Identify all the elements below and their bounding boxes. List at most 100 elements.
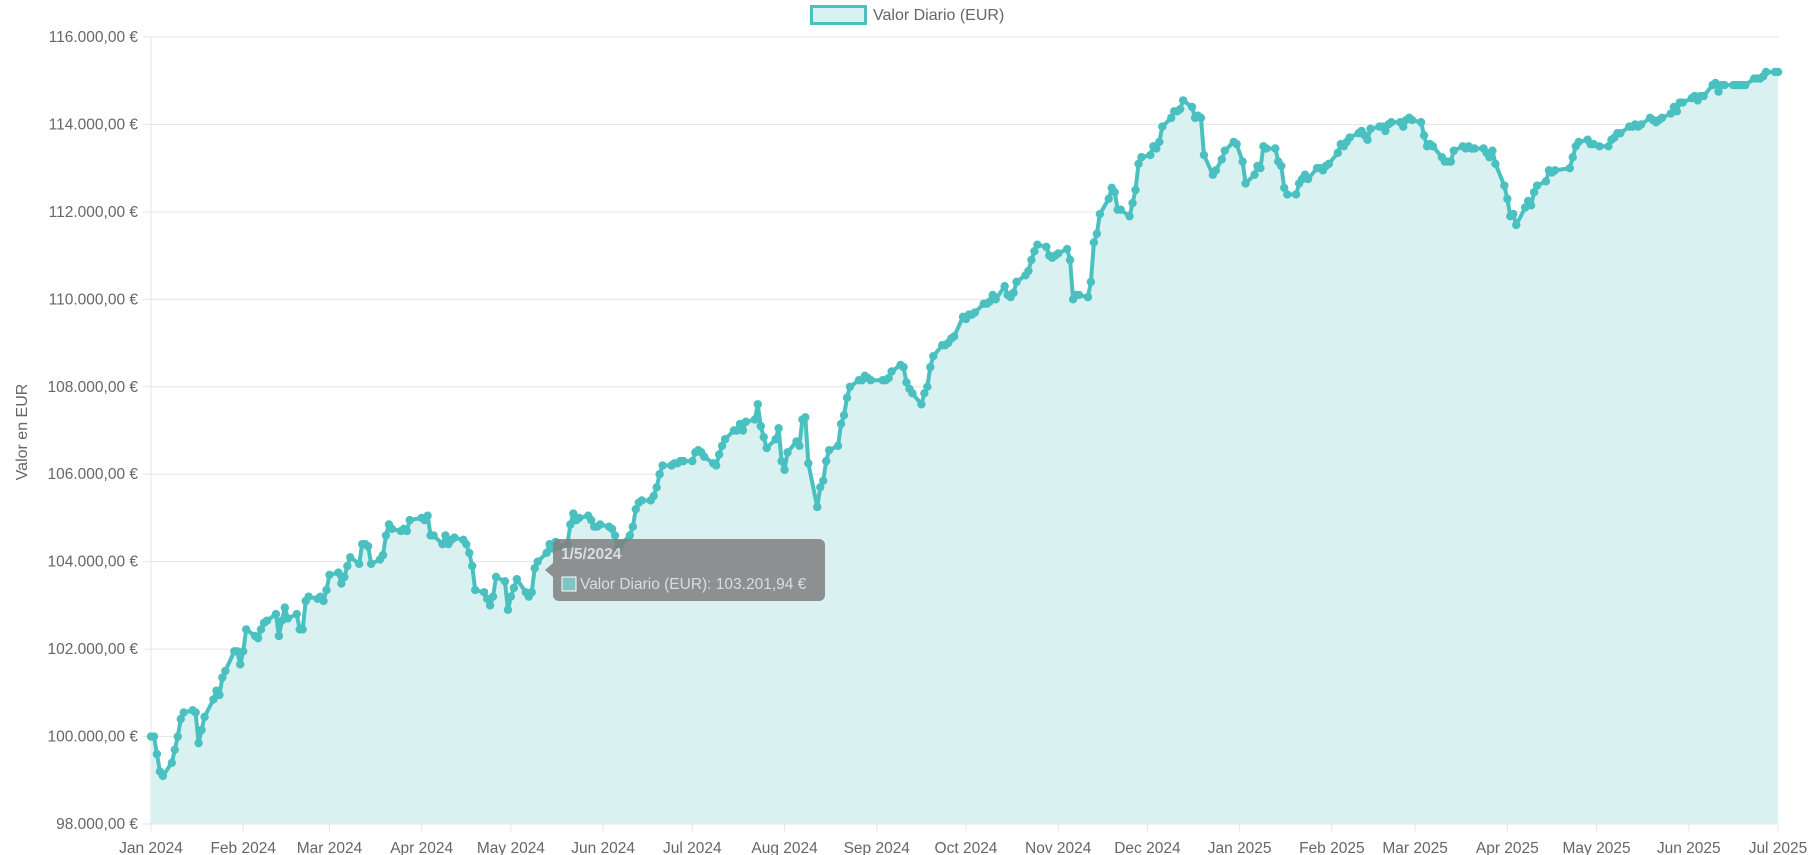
data-point[interactable]	[176, 714, 185, 724]
data-point[interactable]	[334, 568, 343, 577]
data-point[interactable]	[253, 633, 263, 643]
data-point[interactable]	[1720, 80, 1729, 90]
data-point[interactable]	[1283, 190, 1292, 199]
data-point[interactable]	[1232, 139, 1241, 149]
data-point[interactable]	[610, 531, 620, 540]
data-point[interactable]	[292, 609, 301, 619]
data-point[interactable]	[783, 448, 792, 457]
data-point[interactable]	[506, 592, 516, 601]
data-point[interactable]	[923, 382, 932, 391]
data-point[interactable]	[771, 435, 780, 444]
data-point[interactable]	[732, 426, 742, 435]
data-point[interactable]	[824, 445, 834, 455]
data-point[interactable]	[450, 533, 459, 542]
data-point[interactable]	[1565, 163, 1574, 173]
data-point[interactable]	[759, 432, 768, 442]
data-point[interactable]	[1470, 144, 1479, 153]
data-point[interactable]	[1387, 118, 1396, 127]
data-point[interactable]	[512, 574, 522, 584]
data-point[interactable]	[488, 592, 498, 601]
data-point[interactable]	[429, 531, 438, 540]
data-point[interactable]	[1428, 142, 1438, 151]
data-point[interactable]	[325, 570, 334, 579]
data-point[interactable]	[658, 461, 667, 470]
data-point[interactable]	[1485, 153, 1494, 162]
data-point[interactable]	[274, 631, 284, 641]
data-point[interactable]	[1092, 229, 1102, 238]
data-point[interactable]	[405, 515, 414, 525]
data-point[interactable]	[1604, 142, 1613, 151]
data-point[interactable]	[304, 592, 313, 601]
data-point[interactable]	[1220, 146, 1229, 155]
data-point[interactable]	[173, 732, 182, 741]
data-point[interactable]	[340, 572, 349, 582]
data-point[interactable]	[649, 491, 658, 501]
data-point[interactable]	[1250, 170, 1259, 179]
data-point[interactable]	[738, 426, 748, 435]
data-point[interactable]	[1033, 240, 1042, 249]
data-point[interactable]	[1491, 159, 1500, 168]
data-point[interactable]	[833, 441, 843, 451]
data-point[interactable]	[1366, 124, 1375, 134]
data-point[interactable]	[970, 308, 980, 317]
data-point[interactable]	[1446, 157, 1456, 166]
data-point[interactable]	[628, 522, 638, 531]
data-point[interactable]	[917, 400, 926, 409]
data-point[interactable]	[441, 531, 450, 540]
data-point[interactable]	[241, 625, 251, 634]
data-point[interactable]	[839, 410, 849, 420]
data-point[interactable]	[479, 588, 489, 597]
data-point[interactable]	[1086, 277, 1096, 287]
data-point[interactable]	[366, 559, 376, 569]
data-point[interactable]	[1262, 144, 1271, 153]
data-point[interactable]	[813, 502, 822, 512]
data-point[interactable]	[711, 461, 721, 470]
data-point[interactable]	[542, 548, 551, 558]
data-point[interactable]	[1280, 183, 1289, 193]
data-point[interactable]	[533, 557, 542, 566]
data-point[interactable]	[256, 625, 266, 634]
data-point[interactable]	[1500, 181, 1509, 190]
data-point[interactable]	[587, 515, 596, 525]
data-point[interactable]	[816, 483, 825, 492]
data-point[interactable]	[575, 513, 584, 523]
data-point[interactable]	[1699, 91, 1708, 101]
data-point[interactable]	[750, 415, 760, 424]
data-point[interactable]	[200, 712, 209, 722]
legend-label-valor-diario[interactable]: Valor Diario (EUR)	[873, 7, 1004, 24]
data-point[interactable]	[1030, 247, 1039, 256]
data-point[interactable]	[920, 389, 929, 398]
data-point[interactable]	[283, 614, 293, 623]
data-point[interactable]	[774, 424, 783, 433]
data-point[interactable]	[929, 351, 938, 361]
data-point[interactable]	[1333, 148, 1342, 158]
data-point[interactable]	[197, 725, 206, 735]
data-point[interactable]	[438, 539, 447, 549]
data-point[interactable]	[1131, 185, 1140, 195]
data-point[interactable]	[1238, 157, 1247, 166]
data-point[interactable]	[149, 732, 159, 741]
data-point[interactable]	[233, 647, 242, 656]
data-point[interactable]	[1065, 255, 1075, 265]
data-point[interactable]	[1291, 190, 1301, 199]
data-point[interactable]	[1550, 166, 1560, 175]
data-point[interactable]	[423, 511, 432, 520]
data-point[interactable]	[842, 393, 852, 402]
data-point[interactable]	[700, 452, 709, 461]
data-point[interactable]	[804, 459, 813, 468]
data-point[interactable]	[1089, 238, 1099, 247]
data-point[interactable]	[462, 539, 471, 549]
data-point[interactable]	[1509, 209, 1518, 219]
data-point[interactable]	[465, 548, 474, 558]
data-point[interactable]	[949, 332, 959, 341]
data-point[interactable]	[753, 400, 762, 409]
legend-swatch-valor-diario[interactable]	[810, 5, 867, 25]
data-point[interactable]	[378, 550, 388, 560]
data-point[interactable]	[158, 771, 168, 781]
data-point[interactable]	[1345, 133, 1354, 142]
data-point[interactable]	[908, 389, 917, 398]
data-point[interactable]	[1152, 144, 1161, 153]
data-point[interactable]	[262, 616, 272, 625]
data-point[interactable]	[152, 749, 162, 759]
data-point[interactable]	[902, 378, 911, 387]
